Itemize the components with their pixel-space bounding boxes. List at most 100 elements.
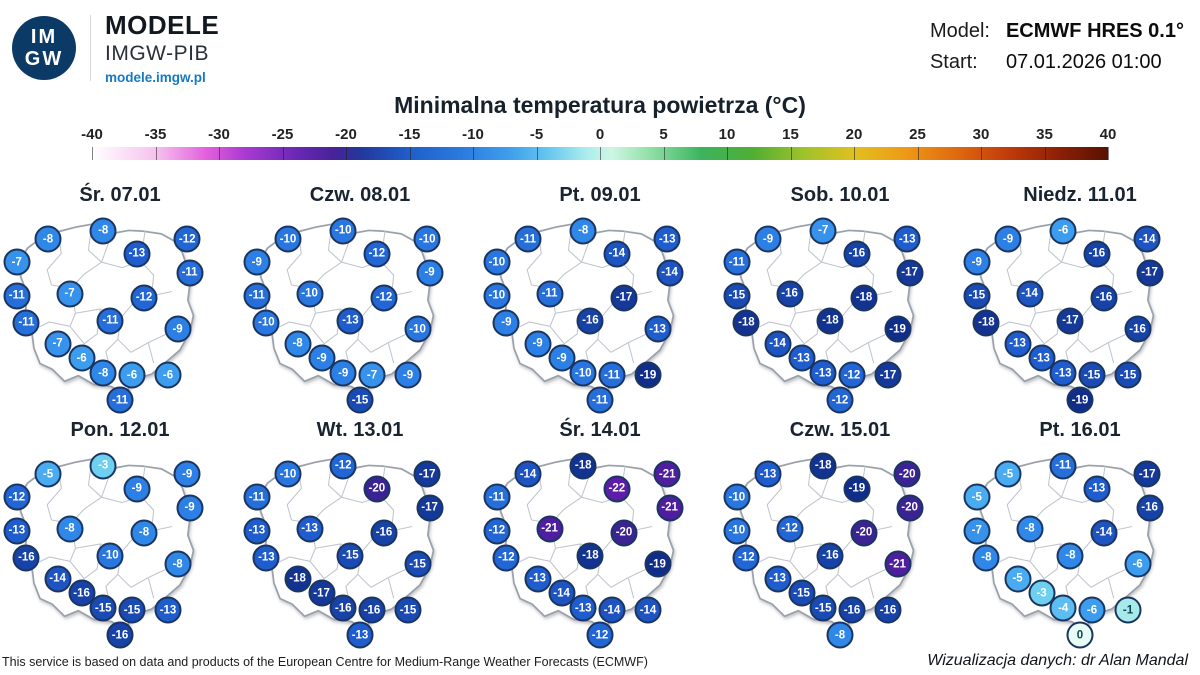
temp-bubble: -10 (96, 542, 124, 570)
temp-bubble: -18 (284, 565, 312, 593)
temp-bubble: -11 (176, 259, 204, 287)
temp-bubble: -15 (1114, 361, 1142, 389)
temp-bubble: -3 (89, 452, 117, 480)
colorbar-tick-label: -15 (398, 126, 421, 143)
temp-bubble: -16 (816, 542, 844, 570)
colorbar-tick-label: 5 (659, 126, 668, 143)
header-brand: IM GW MODELE IMGW-PIB modele.imgw.pl (12, 10, 219, 85)
temp-bubble: -9 (394, 361, 422, 389)
temp-bubble: -12 (492, 544, 520, 572)
temp-bubble: -19 (884, 315, 912, 343)
colorbar-tick-label: -40 (81, 126, 103, 143)
temp-bubble: -22 (603, 475, 631, 503)
temp-bubble: -11 (106, 386, 134, 414)
temp-bubble: -13 (243, 517, 271, 545)
temp-bubble: -8 (569, 217, 597, 245)
temp-bubble: -9 (994, 225, 1022, 253)
temp-bubble: -3 (1028, 579, 1056, 607)
temp-bubble: -14 (598, 596, 626, 624)
temp-bubble: -8 (164, 550, 192, 578)
temp-bubble: -12 (130, 284, 158, 312)
colorbar-tick-mark (981, 147, 982, 160)
temp-bubble: -10 (723, 483, 751, 511)
temp-bubble: -8 (130, 519, 158, 547)
temp-bubble: -11 (483, 483, 511, 511)
imgw-logo: IM GW (12, 15, 76, 80)
footer-disclaimer: This service is based on data and produc… (2, 655, 648, 669)
temp-bubble: -17 (1133, 460, 1161, 488)
temp-bubble: -16 (1136, 494, 1164, 522)
temp-bubble: -17 (308, 579, 336, 607)
temp-bubble: -20 (893, 460, 921, 488)
colorbar-tick-mark (282, 147, 284, 160)
temp-bubble: -13 (296, 515, 324, 543)
colorbar-tick-label: -25 (271, 126, 294, 143)
temp-bubble: -9 (329, 359, 357, 387)
temp-bubble: -14 (656, 259, 684, 287)
brand-url-link[interactable]: modele.imgw.pl (105, 70, 206, 85)
forecast-maps-grid: Śr. 07.01 (0, 182, 1200, 652)
temp-bubble: -7 (963, 517, 991, 545)
temp-bubble: -17 (610, 284, 638, 312)
temp-bubble: -17 (896, 259, 924, 287)
colorbar-tick-mark (473, 147, 474, 160)
temp-bubble: -12 (3, 483, 31, 511)
temp-bubble: -9 (164, 315, 192, 343)
temp-bubble: -13 (764, 565, 792, 593)
colorbar-gradient-strip (92, 147, 1109, 160)
temp-bubble: -21 (656, 494, 684, 522)
model-label: Model: (929, 20, 990, 42)
temp-bubble: -13 (569, 594, 597, 622)
temp-bubble: -13 (1004, 330, 1032, 358)
temp-bubble: -16 (370, 519, 398, 547)
footer-credit: Wizualizacja danych: dr Alan Mandal (927, 652, 1188, 669)
temp-bubble: -16 (329, 594, 357, 622)
temp-bubble: -12 (173, 225, 201, 253)
temp-bubble: -11 (96, 307, 124, 335)
temp-bubble: -14 (1133, 225, 1161, 253)
colorbar-tick-mark (854, 147, 855, 160)
temp-bubble: -10 (252, 309, 280, 337)
temp-bubble: -18 (576, 542, 604, 570)
temp-bubble: -8 (89, 217, 117, 245)
temp-bubble: -13 (1083, 475, 1111, 503)
colorbar-tick-labels: -40 -35 -30 -25 -20 -15 -10 -5 0 5 10 15 20 25 30 35 40 (81, 126, 1116, 144)
temp-bubble: -7 (358, 361, 386, 389)
temp-bubble: -16 (843, 240, 871, 268)
forecast-panel: Śr. 07.01 (0, 182, 240, 417)
temp-bubble: -17 (416, 494, 444, 522)
temp-bubble: -9 (416, 259, 444, 287)
temp-bubble: -14 (1016, 280, 1044, 308)
temp-bubble: -15 (809, 594, 837, 622)
temp-bubble: -8 (1056, 542, 1084, 570)
temp-bubble: -19 (644, 550, 672, 578)
temp-bubble: -5 (963, 483, 991, 511)
start-label: Start: (929, 51, 978, 73)
poland-map: -9 -10 -10 -12 -10 -9 -11 -10 -12 -10 -13 -10 -8 -9 -9… (240, 208, 480, 417)
colorbar-tick-mark (1108, 147, 1109, 160)
panel-date-label: Czw. 08.01 (309, 184, 411, 206)
poland-map: -12 -5 -3 -9 -9 -9 -13 -8 -8 -16 -10 -8 -14 -16 -15 -15… (0, 443, 240, 652)
temp-bubble: -14 (514, 460, 542, 488)
panel-date-label: Pt. 16.01 (1039, 419, 1121, 441)
temp-bubble: -9 (243, 248, 271, 276)
temp-bubble: -12 (732, 544, 760, 572)
temp-bubble: -13 (653, 225, 681, 253)
temp-bubble: -11 (12, 309, 40, 337)
temp-bubble: -13 (3, 517, 31, 545)
poland-map: -11 -10 -12 -20 -17 -17 -13 -13 -16 -13 -15 -15 -18-… (240, 443, 480, 652)
poland-map: -11 -14 -18 -22 -21 -21 -12 -21 -20 -12 -18 -19 -13-… (480, 443, 720, 652)
colorbar-tick-mark (536, 147, 538, 160)
temp-bubble: -8 (284, 330, 312, 358)
temp-bubble: -9 (492, 309, 520, 337)
temp-bubble: -17 (413, 460, 441, 488)
poland-map: -10 -11 -8 -14 -13 -14 -10 -11 -17 -9 -16 -13 -9 -9 -1… (480, 208, 720, 417)
temp-bubble: -12 (370, 284, 398, 312)
temp-bubble: -16 (838, 596, 866, 624)
forecast-panel: Pt. 16.01 (960, 417, 1200, 652)
temp-bubble: -5 (1004, 565, 1032, 593)
forecast-panel: Pt. 09.01 (480, 182, 720, 417)
temp-bubble: -15 (723, 282, 751, 310)
colorbar-tick-label: 0 (595, 126, 605, 143)
colorbar-tick-mark (600, 147, 601, 160)
